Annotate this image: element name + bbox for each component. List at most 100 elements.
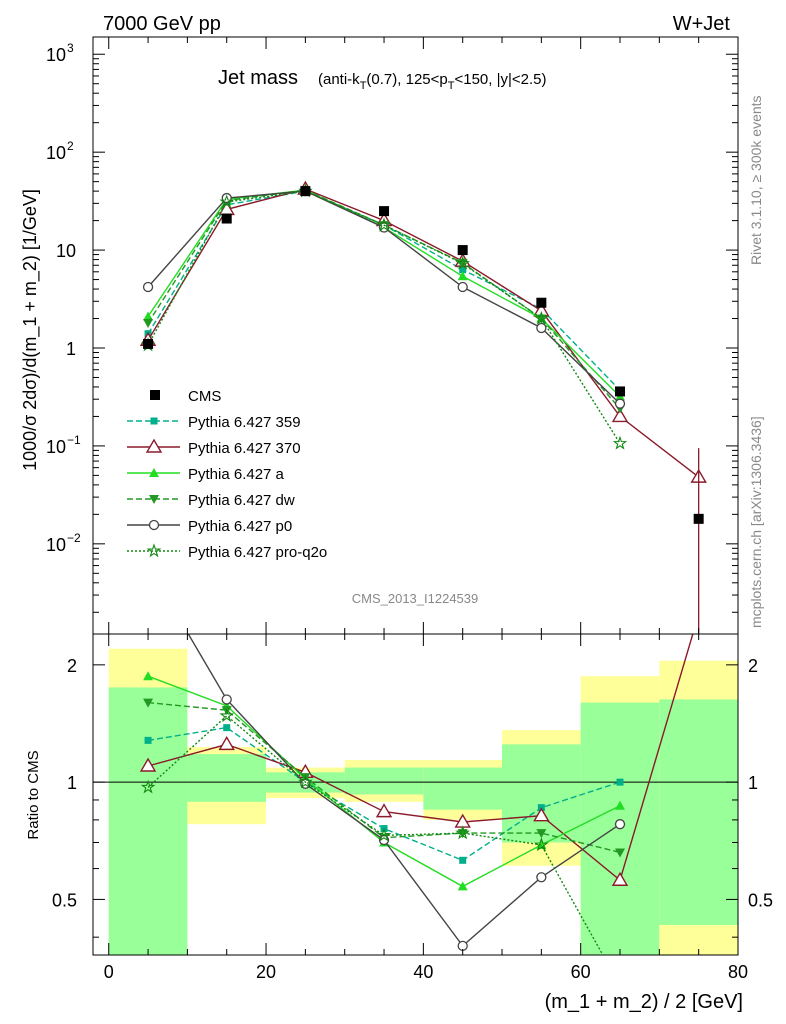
legend-marker bbox=[150, 390, 160, 400]
ratio-band-green bbox=[502, 744, 581, 843]
ratio-plot bbox=[93, 561, 738, 991]
ratio-point bbox=[536, 829, 547, 839]
legend-marker bbox=[150, 417, 158, 425]
ratio-y-tick-label-right: 0.5 bbox=[748, 890, 773, 910]
data-point bbox=[536, 297, 547, 308]
x-tick-label: 80 bbox=[728, 962, 748, 982]
series-point bbox=[457, 281, 468, 293]
legend-marker bbox=[149, 495, 159, 504]
y-tick-label-exponent: −2 bbox=[67, 531, 81, 545]
ratio-y-axis-label: Ratio to CMS bbox=[25, 750, 42, 839]
series-point bbox=[457, 271, 468, 281]
rivet-label: Rivet 3.1.10, ≥ 300k events bbox=[748, 95, 764, 265]
y-tick-label: 10 bbox=[46, 437, 66, 457]
legend-marker bbox=[149, 468, 159, 477]
ratio-point bbox=[615, 848, 626, 858]
ratio-point bbox=[298, 774, 313, 789]
ratio-point bbox=[139, 757, 157, 772]
mcplots-label: mcplots.cern.ch [arXiv:1306.3436] bbox=[748, 416, 764, 628]
ratio-point bbox=[457, 881, 468, 891]
ratio-y-tick-label: 2 bbox=[67, 656, 77, 676]
y-tick-label: 10 bbox=[46, 45, 66, 65]
legend-label: Pythia 6.427 p0 bbox=[188, 518, 292, 535]
series-point bbox=[533, 310, 549, 325]
series-point bbox=[142, 281, 154, 293]
data-point bbox=[615, 386, 626, 397]
series-point bbox=[376, 217, 392, 232]
ratio-point bbox=[615, 800, 626, 810]
ratio-point bbox=[455, 825, 470, 840]
ratio-point bbox=[614, 980, 625, 991]
ratio-point bbox=[533, 807, 550, 822]
ratio-point bbox=[144, 561, 153, 570]
x-tick-label: 20 bbox=[256, 962, 276, 982]
header-right-label: W+Jet bbox=[673, 13, 731, 35]
data-point bbox=[379, 206, 390, 217]
ratio-point bbox=[616, 778, 624, 786]
ratio-point bbox=[614, 819, 626, 830]
series-point bbox=[459, 266, 467, 274]
x-tick-label: 60 bbox=[571, 962, 591, 982]
legend-label: Pythia 6.427 359 bbox=[188, 414, 301, 431]
main-y-axis-label: 1000/σ 2dσ)/d(m_1 + m_2) [1/GeV] bbox=[20, 189, 41, 471]
ratio-y-tick-label: 0.5 bbox=[52, 890, 77, 910]
main-plot bbox=[139, 180, 707, 634]
main-title: Jet mass bbox=[218, 67, 298, 89]
ratio-point bbox=[221, 694, 232, 705]
series-point bbox=[455, 255, 470, 270]
x-tick-label: 0 bbox=[104, 962, 114, 982]
ratio-point bbox=[533, 837, 549, 852]
ratio-uncertainty-bands bbox=[108, 648, 738, 955]
series-line bbox=[147, 188, 700, 478]
ratio-y-tick-label-right: 1 bbox=[748, 773, 758, 793]
series-point bbox=[219, 194, 234, 209]
legend-label: CMS bbox=[188, 388, 221, 405]
series-point bbox=[611, 408, 629, 423]
analysis-watermark: CMS_2013_I1224539 bbox=[352, 591, 479, 606]
ratio-point bbox=[143, 671, 154, 681]
legend-label: Pythia 6.427 a bbox=[188, 466, 285, 483]
y-tick-label-exponent: −1 bbox=[67, 433, 81, 447]
data-point bbox=[300, 186, 311, 197]
legend-label: Pythia 6.427 pro-q2o bbox=[188, 544, 327, 561]
ratio-point bbox=[223, 724, 231, 732]
ratio-point bbox=[376, 827, 392, 842]
y-tick-label: 10 bbox=[46, 535, 66, 555]
ratio-point bbox=[140, 779, 156, 794]
ratio-band-green bbox=[108, 687, 188, 955]
data-point bbox=[693, 513, 704, 524]
ratio-y-tick-label: 1 bbox=[67, 773, 77, 793]
ratio-series-group bbox=[139, 561, 694, 991]
series-point bbox=[536, 322, 547, 334]
ratio-point bbox=[219, 708, 235, 723]
ratio-band-green bbox=[187, 754, 267, 802]
series-point bbox=[143, 319, 154, 329]
x-tick-label: 40 bbox=[413, 962, 433, 982]
x-axis-label: (m_1 + m_2) / 2 [GeV] bbox=[545, 991, 743, 1013]
ratio-point bbox=[144, 736, 152, 744]
ratio-point bbox=[143, 698, 154, 708]
ratio-band-green bbox=[659, 699, 738, 925]
main-subtitle: (anti-kT(0.7), 125<pT<150, |y|<2.5) bbox=[318, 71, 547, 92]
series-point bbox=[612, 435, 628, 450]
y-tick-label: 10 bbox=[56, 241, 76, 261]
legend: CMS Pythia 6.427 359 Pythia 6.427 370 Pythi… bbox=[127, 388, 327, 561]
y-tick-label: 1 bbox=[66, 339, 76, 359]
legend-label: Pythia 6.427 dw bbox=[188, 492, 295, 509]
legend-marker bbox=[146, 543, 162, 558]
legend-label: Pythia 6.427 370 bbox=[188, 440, 301, 457]
ratio-point bbox=[459, 856, 467, 864]
legend-marker bbox=[145, 438, 163, 453]
ratio-point bbox=[536, 872, 547, 883]
ratio-y-tick-label-right: 2 bbox=[748, 656, 758, 676]
ratio-point bbox=[218, 735, 235, 751]
y-tick-label: 10 bbox=[46, 143, 66, 163]
data-point bbox=[143, 338, 154, 349]
y-tick-label-exponent: 3 bbox=[67, 41, 74, 55]
header-left-label: 7000 GeV pp bbox=[103, 13, 221, 35]
ratio-band-green bbox=[344, 767, 424, 795]
data-point bbox=[457, 245, 468, 256]
ratio-point bbox=[375, 803, 393, 818]
